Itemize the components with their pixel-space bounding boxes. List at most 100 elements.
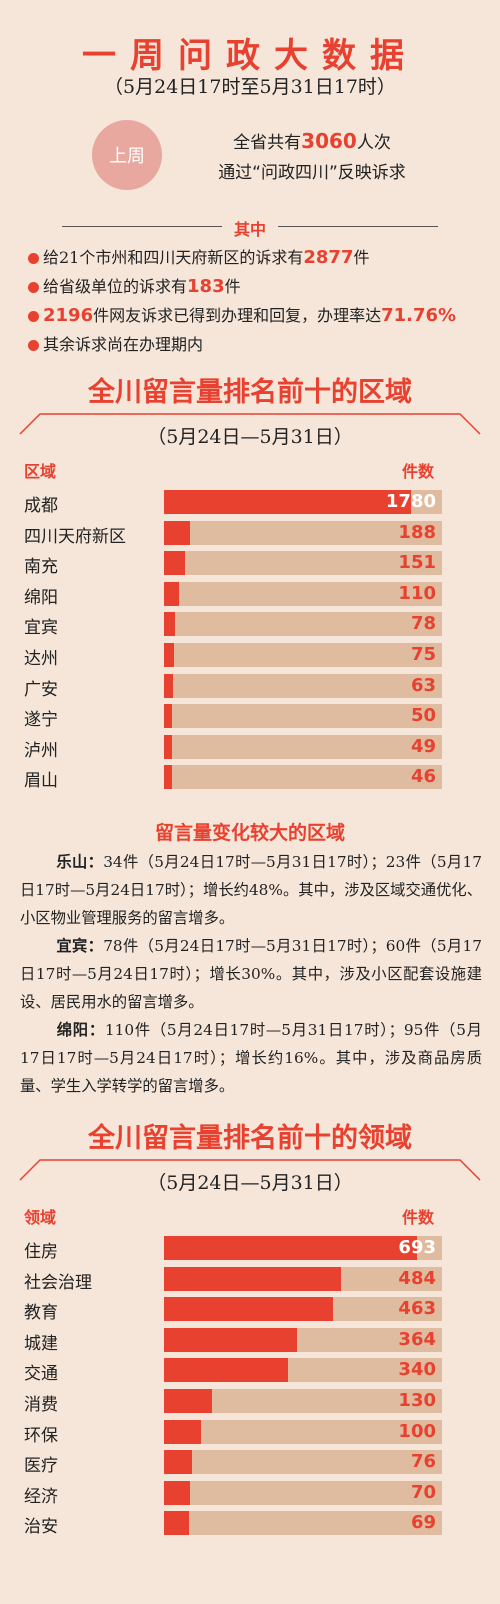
bullet-suffix: 件 <box>353 248 370 267</box>
bar-fill <box>164 1327 297 1352</box>
bullet-dot-icon <box>28 340 39 351</box>
bar-fill <box>164 1236 417 1260</box>
change-item-yibin: 宜宾：78件（5月24日17时—5月31日17时）；60件（5月17日17时—5… <box>20 932 482 1016</box>
bullet-dot-icon <box>28 253 39 264</box>
bar-label: 南充 <box>24 557 58 578</box>
bar-label: 城建 <box>24 1333 58 1354</box>
divider-left <box>62 226 222 227</box>
bar-value: 46 <box>410 766 436 788</box>
bar-label: 四川天府新区 <box>24 526 126 547</box>
summary-line-1: 全省共有3060人次 <box>182 128 442 153</box>
bullet-number: 183 <box>187 276 225 297</box>
change-item-text: 78件（5月24日17时—5月31日17时）；60件（5月17日17时—5月24… <box>20 937 482 1011</box>
fields-bracket <box>19 1159 481 1181</box>
change-item-text: 34件（5月24日17时—5月31日17时）；23件（5月17日17时—5月24… <box>20 853 482 927</box>
bar-track: 50 <box>164 704 442 729</box>
changes-title: 留言量变化较大的区域 <box>154 822 345 844</box>
bar-value: 70 <box>410 1481 436 1503</box>
bullet-dot-icon <box>28 282 39 293</box>
bullet-dot-icon <box>28 311 39 322</box>
bar-label: 医疗 <box>24 1456 58 1477</box>
bar-track: 78 <box>164 612 442 637</box>
bar-value: 463 <box>398 1298 436 1320</box>
bar-track: 100 <box>164 1419 442 1444</box>
bullet-suffix: 件 <box>224 277 241 296</box>
bar-track: 364 <box>164 1327 442 1352</box>
bullet-rate: 71.76% <box>381 305 457 326</box>
bar-track: 693 <box>164 1236 442 1260</box>
bar-value: 693 <box>398 1237 436 1258</box>
bar-track: 151 <box>164 551 442 576</box>
bar-label: 交通 <box>24 1364 58 1385</box>
bar-track: 484 <box>164 1266 442 1291</box>
summary-number: 3060 <box>301 129 357 153</box>
bar-value: 63 <box>410 674 436 696</box>
change-item-mianyang: 绵阳：110件（5月24日17时—5月31日17时）；95件（5月17日17时—… <box>20 1016 482 1100</box>
bullet-number: 2196 <box>43 305 94 326</box>
bar-label: 广安 <box>24 679 58 700</box>
fields-title: 全川留言量排名前十的领域 <box>88 1123 412 1154</box>
bullet-item: 2196件网友诉求已得到办理和回复，办理率达71.76% <box>28 302 456 326</box>
bar-track: 110 <box>164 581 442 606</box>
fields-col-right: 件数 <box>402 1208 435 1227</box>
regions-bracket <box>19 413 481 435</box>
bar-value: 110 <box>398 582 436 604</box>
bar-fill <box>164 1511 189 1536</box>
bar-value: 364 <box>398 1328 436 1350</box>
bar-value: 76 <box>410 1451 436 1473</box>
bar-label: 经济 <box>24 1486 58 1507</box>
summary-line-2: 通过“问政四川”反映诉求 <box>218 163 406 183</box>
bar-label: 治安 <box>24 1517 58 1538</box>
bar-fill <box>164 1389 212 1413</box>
change-item-name: 宜宾： <box>56 937 104 955</box>
bar-fill <box>164 612 175 637</box>
fields-date-range: （5月24日—5月31日） <box>147 1172 353 1194</box>
bar-fill <box>164 581 179 606</box>
bar-label: 宜宾 <box>24 618 58 639</box>
bar-value: 100 <box>398 1420 436 1442</box>
fields-col-left: 领域 <box>24 1208 57 1227</box>
bar-track: 188 <box>164 520 442 545</box>
bar-fill <box>164 1266 341 1291</box>
breakdown-heading: 其中 <box>233 220 266 239</box>
bar-fill <box>164 704 172 729</box>
bar-fill <box>164 1480 190 1505</box>
bar-track: 75 <box>164 643 442 667</box>
bar-label: 社会治理 <box>24 1272 92 1293</box>
page-subtitle: （5月24日17时至5月31日17时） <box>104 76 396 98</box>
bar-label: 住房 <box>24 1242 58 1262</box>
change-item-name: 乐山： <box>56 853 104 871</box>
bar-value: 49 <box>410 735 436 757</box>
bullet-text: 件网友诉求已得到办理和回复，办理率达 <box>93 306 382 325</box>
bar-value: 75 <box>410 644 436 665</box>
bar-label: 成都 <box>24 496 58 516</box>
bar-label: 教育 <box>24 1303 58 1324</box>
bar-track: 49 <box>164 734 442 759</box>
bar-track: 130 <box>164 1389 442 1413</box>
summary-prefix: 全省共有 <box>233 133 302 153</box>
page-title: 一周问政大数据 <box>82 36 418 76</box>
regions-col-right: 件数 <box>402 462 435 481</box>
bar-value: 69 <box>410 1512 436 1534</box>
bar-track: 46 <box>164 765 442 790</box>
bar-label: 绵阳 <box>24 587 58 608</box>
bar-track: 63 <box>164 673 442 698</box>
bar-fill <box>164 1358 288 1383</box>
bar-label: 眉山 <box>24 771 58 792</box>
bullet-number: 2877 <box>303 247 354 268</box>
bar-track: 70 <box>164 1480 442 1505</box>
regions-date-range: （5月24日—5月31日） <box>147 426 353 448</box>
bar-track: 76 <box>164 1450 442 1475</box>
bullet-item: 给省级单位的诉求有183件 <box>28 273 241 297</box>
summary-suffix: 人次 <box>356 133 391 153</box>
bar-fill <box>164 765 172 790</box>
bar-fill <box>164 490 411 514</box>
bar-label: 泸州 <box>24 740 58 761</box>
bar-value: 78 <box>410 613 436 635</box>
bullet-item: 其余诉求尚在办理期内 <box>28 331 203 355</box>
bar-track: 463 <box>164 1297 442 1322</box>
bar-track: 340 <box>164 1358 442 1383</box>
bar-track: 1780 <box>164 490 442 514</box>
bar-value: 1780 <box>385 491 436 512</box>
divider-right <box>278 226 438 227</box>
